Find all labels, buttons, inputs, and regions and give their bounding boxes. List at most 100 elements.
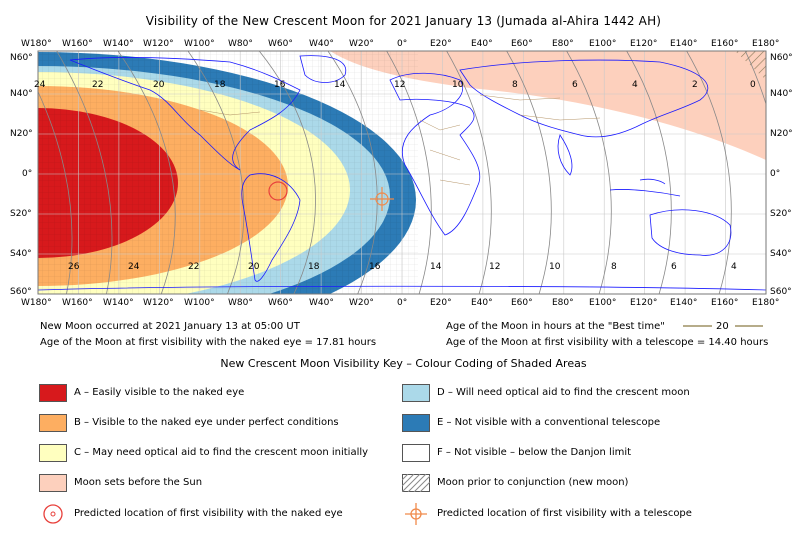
lon-label: E180°: [752, 298, 780, 308]
lon-label: E80°: [552, 39, 574, 49]
contour-label: 22: [92, 80, 104, 90]
contour-label: 12: [394, 80, 406, 90]
key-label-d: D – Will need optical aid to find the cr…: [437, 387, 690, 398]
lat-label: N60°: [10, 53, 33, 63]
lon-label: E160°: [711, 39, 739, 49]
new-moon-info: New Moon occurred at 2021 January 13 at …: [40, 321, 300, 332]
lat-label: N40°: [770, 89, 793, 99]
naked-eye-location-icon: [43, 504, 63, 524]
lat-label: S40°: [770, 249, 792, 259]
age-contours: [38, 51, 766, 294]
key-label-moon-sets: Moon sets before the Sun: [74, 477, 203, 488]
lon-label: W20°: [349, 298, 374, 308]
map-frame: [37, 50, 767, 295]
lon-label: W140°: [103, 298, 134, 308]
lon-label: W100°: [184, 39, 215, 49]
lon-label: W120°: [143, 298, 174, 308]
naked-eye-location-marker: [268, 181, 288, 201]
lon-label: E140°: [670, 298, 698, 308]
key-swatch-moon-sets: [39, 474, 67, 492]
key-swatch-d: [402, 384, 430, 402]
contour-label: 24: [128, 262, 140, 272]
lat-label: S20°: [10, 209, 32, 219]
map-title: Visibility of the New Crescent Moon for …: [145, 14, 662, 28]
lon-label: E40°: [471, 39, 493, 49]
key-label-e: E – Not visible with a conventional tele…: [437, 417, 661, 428]
key-label-prior-conjunction: Moon prior to conjunction (new moon): [437, 477, 629, 488]
key-label-naked-eye-location: Predicted location of first visibility w…: [74, 508, 343, 519]
key-label-b: B – Visible to the naked eye under perfe…: [74, 417, 339, 428]
contour-label: 8: [512, 80, 518, 90]
contour-label: 14: [430, 262, 442, 272]
key-swatch-c: [39, 444, 67, 462]
contour-label: 20: [153, 80, 165, 90]
contour-label: 16: [369, 262, 381, 272]
contour-label: 8: [611, 262, 617, 272]
moon-sets-region: [330, 51, 766, 160]
contour-label: 16: [274, 80, 286, 90]
contour-label: 6: [671, 262, 677, 272]
prior-conjunction-region: [735, 51, 766, 80]
lon-label: W80°: [228, 298, 253, 308]
lon-label: W20°: [349, 39, 374, 49]
contour-label: 26: [68, 262, 80, 272]
lat-label: N60°: [770, 53, 793, 63]
lon-label: E120°: [630, 298, 658, 308]
lon-label: W40°: [309, 39, 334, 49]
contour-label: 18: [214, 80, 226, 90]
contour-label: 20: [248, 262, 260, 272]
naked-eye-age-info: Age of the Moon at first visibility with…: [40, 337, 377, 348]
best-time-sample-value: 20: [716, 321, 729, 332]
lat-label: 0°: [770, 169, 781, 179]
lat-label: N20°: [10, 129, 33, 139]
contour-label: 18: [308, 262, 320, 272]
key-swatch-f: [402, 444, 430, 462]
key-label-f: F – Not visible – below the Danjon limit: [437, 447, 632, 458]
key-label-telescope-location: Predicted location of first visibility w…: [437, 508, 692, 519]
lon-label: W60°: [268, 39, 293, 49]
lat-label: N40°: [10, 89, 33, 99]
key-swatch-e: [402, 414, 430, 432]
lat-label: S60°: [10, 287, 32, 297]
lon-label: E20°: [430, 298, 452, 308]
lon-label: E20°: [430, 39, 452, 49]
lon-label: W160°: [62, 298, 93, 308]
contour-label: 6: [572, 80, 578, 90]
lon-label: E100°: [589, 298, 617, 308]
lon-label: W140°: [103, 39, 134, 49]
key-swatch-b: [39, 414, 67, 432]
contour-label: 4: [632, 80, 638, 90]
key-label-a: A – Easily visible to the naked eye: [74, 387, 245, 398]
borders: [199, 94, 601, 186]
lon-label: E140°: [670, 39, 698, 49]
lon-label: E180°: [752, 39, 780, 49]
contour-label: 14: [334, 80, 346, 90]
lon-label: W180°: [21, 39, 52, 49]
lon-label: W160°: [62, 39, 93, 49]
contour-label: 24: [34, 80, 46, 90]
key-title: New Crescent Moon Visibility Key – Colou…: [220, 357, 587, 370]
lon-label: W100°: [184, 298, 215, 308]
key-swatch-prior-conjunction: [402, 474, 430, 492]
contour-label: 4: [731, 262, 737, 272]
contour-label: 0: [750, 80, 756, 90]
lon-label: E120°: [630, 39, 658, 49]
contour-label: 22: [188, 262, 200, 272]
best-time-info: Age of the Moon in hours at the "Best ti…: [446, 321, 665, 332]
telescope-location-icon: [405, 503, 427, 525]
contour-label: 10: [452, 80, 464, 90]
lon-label: W180°: [21, 298, 52, 308]
lon-label: E80°: [552, 298, 574, 308]
lon-label: W80°: [228, 39, 253, 49]
lat-label: S40°: [10, 249, 32, 259]
lat-label: S60°: [770, 287, 792, 297]
lon-label: E160°: [711, 298, 739, 308]
lon-label: W40°: [309, 298, 334, 308]
lat-label: 0°: [22, 169, 33, 179]
contour-label: 2: [692, 80, 698, 90]
lon-label: 0°: [397, 298, 408, 308]
key-swatch-a: [39, 384, 67, 402]
lat-label: S20°: [770, 209, 792, 219]
lon-label: 0°: [397, 39, 408, 49]
